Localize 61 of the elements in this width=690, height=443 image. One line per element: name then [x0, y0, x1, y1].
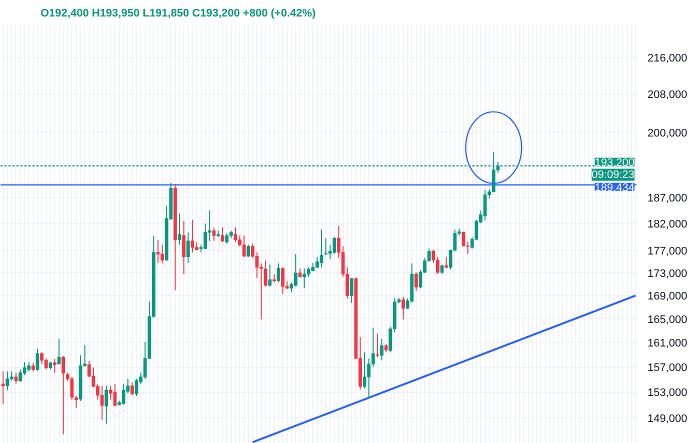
y-tick-label: 208,000 — [648, 89, 688, 102]
y-tick-label: 161,000 — [648, 338, 688, 350]
candlestick — [212, 226, 216, 242]
candlestick — [104, 385, 108, 424]
y-tick-label: 177,000 — [648, 246, 688, 258]
candlestick — [190, 220, 194, 253]
candlestick — [376, 333, 380, 358]
candlestick — [444, 256, 448, 269]
candlestick — [100, 385, 104, 420]
candlestick — [182, 220, 186, 275]
chart-title: O192,400 H193,950 L191,850 C193,200 +800 (+0.42%) — [40, 8, 316, 20]
candlestick — [122, 383, 126, 406]
candlestick — [14, 372, 18, 384]
candlestick — [178, 213, 182, 246]
candlestick — [130, 382, 134, 396]
y-tick-label: 149,000 — [648, 412, 688, 425]
y-tick-label: 157,000 — [648, 362, 688, 374]
y-tick-label: 173,000 — [648, 268, 688, 280]
candlestick — [324, 238, 328, 256]
y-tick-label: 200,000 — [648, 127, 688, 140]
candlestick — [350, 277, 354, 304]
candlestick — [402, 296, 405, 320]
y-tick-label: 187,000 — [648, 192, 688, 204]
candlestick — [62, 355, 66, 435]
candlestick — [74, 395, 78, 409]
candlestick — [1, 370, 5, 405]
candlestick — [186, 232, 190, 264]
candlestick — [414, 272, 418, 292]
candlestick — [40, 352, 44, 364]
y-tick-label: 182,000 — [648, 218, 688, 231]
ref-line-label: 193,200 — [594, 156, 635, 169]
candlestick — [27, 362, 31, 372]
candlestick — [6, 370, 10, 391]
candlestick — [53, 358, 56, 374]
candlestick — [234, 226, 238, 243]
candlestick — [70, 376, 74, 400]
y-tick-label: 153,000 — [648, 387, 688, 400]
candlestick — [362, 352, 366, 389]
y-tick-label: 216,000 — [648, 52, 688, 65]
candlestick — [156, 239, 160, 264]
candlestick — [220, 226, 224, 243]
candlestick — [113, 383, 117, 407]
candlestick — [268, 264, 272, 287]
candlestick — [225, 232, 229, 244]
candlestick — [294, 254, 298, 287]
candlestick — [306, 266, 310, 278]
candlestick — [36, 348, 40, 372]
y-tick-label: 169,000 — [648, 290, 688, 303]
candlestick — [380, 338, 384, 361]
candlestick — [483, 189, 487, 222]
candlestick — [332, 236, 336, 254]
candlestick — [57, 338, 61, 366]
candlestick — [242, 235, 246, 258]
ref-line-label: 189,434 — [594, 182, 635, 194]
candlestick — [160, 244, 164, 264]
candlestick — [134, 378, 138, 396]
y-tick-label: 165,000 — [648, 314, 688, 326]
candlestick — [264, 260, 268, 287]
candlestick — [246, 244, 250, 258]
candlestick — [204, 223, 208, 250]
annotation: 09:09:23 — [592, 168, 635, 181]
